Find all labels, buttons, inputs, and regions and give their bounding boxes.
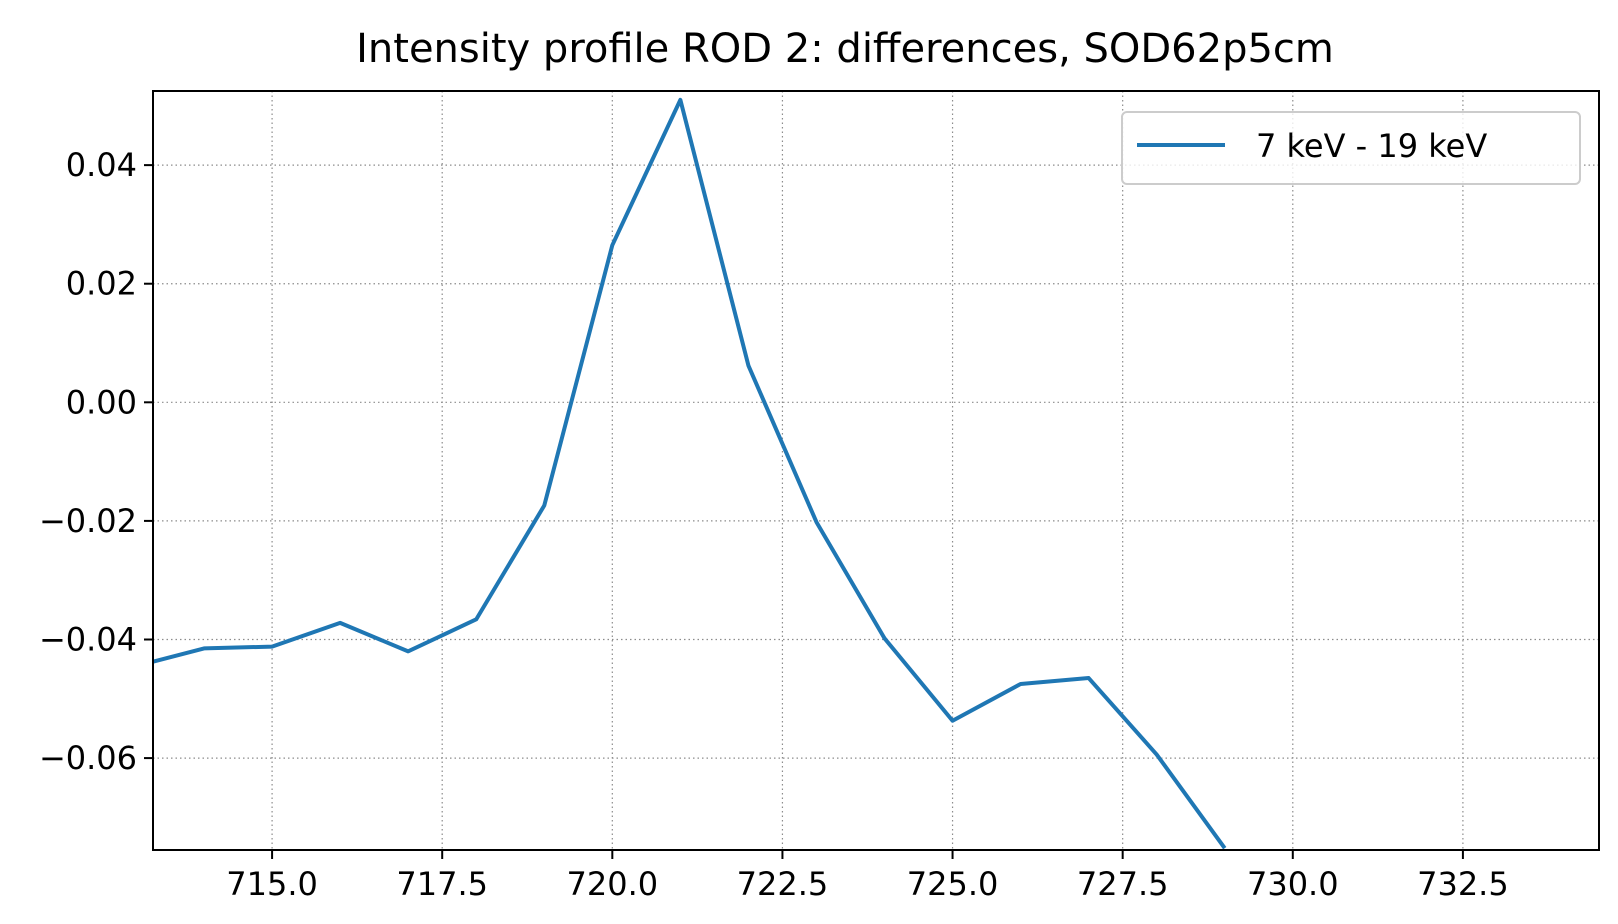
y-tick-label: −0.04 (39, 620, 137, 658)
legend-label: 7 keV - 19 keV (1256, 127, 1487, 165)
y-tick-label: −0.06 (39, 739, 137, 777)
x-tick-label: 730.0 (1247, 865, 1339, 903)
y-tick-label: 0.00 (66, 383, 137, 421)
series-line (153, 97, 1227, 850)
plot-area (153, 97, 1227, 850)
y-tick-label: 0.02 (66, 265, 137, 303)
x-tick-label: 725.0 (907, 865, 999, 903)
y-tick-label: 0.04 (66, 146, 137, 184)
grid (153, 91, 1599, 850)
x-tick-label: 722.5 (737, 865, 829, 903)
chart-title: Intensity profile ROD 2: differences, SO… (356, 26, 1334, 72)
x-tick-label: 715.0 (226, 865, 318, 903)
x-tick-label: 727.5 (1077, 865, 1169, 903)
x-tick-label: 732.5 (1417, 865, 1509, 903)
axes-frame (152, 90, 1600, 851)
y-tick-label: −0.02 (39, 502, 137, 540)
legend: 7 keV - 19 keV (1121, 111, 1581, 185)
legend-box (1121, 111, 1581, 185)
x-tick-label: 720.0 (567, 865, 659, 903)
x-axis: 715.0 717.5 720.0 722.5 725.0 727.5 730.0 732.5 (226, 850, 1509, 903)
y-axis: 0.04 0.02 0.00 −0.02 −0.04 −0.06 (39, 146, 153, 777)
x-tick-label: 717.5 (396, 865, 488, 903)
